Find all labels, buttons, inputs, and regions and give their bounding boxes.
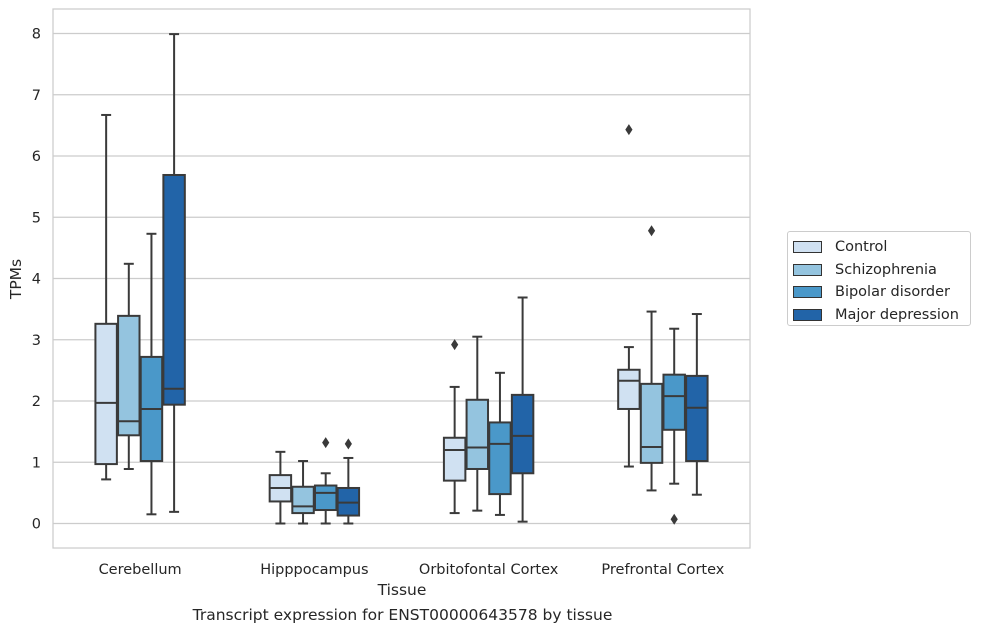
box-iqr: [94, 322, 118, 466]
y-tick-label-3: 3: [32, 333, 41, 349]
series-schizophrenia: [117, 225, 664, 525]
x-tick-label-3: Prefrontal Cortex: [601, 562, 724, 578]
y-tick-label-1: 1: [32, 455, 41, 471]
y-tick-label-8: 8: [32, 27, 41, 43]
box-3-2: [510, 296, 535, 523]
outlier-marker: [451, 339, 459, 351]
x-tick-label-0: Cerebellum: [99, 562, 182, 578]
box-2-2: [488, 371, 512, 516]
box-iqr: [510, 393, 535, 475]
y-axis-label: TPMs: [7, 259, 25, 300]
legend: Control Schizophrenia Bipolar disorder M…: [787, 231, 971, 326]
y-tick-label-6: 6: [32, 149, 41, 165]
box-iqr: [291, 485, 315, 515]
legend-swatch-bipolar-disorder: [793, 286, 822, 299]
y-axis-ticks: 0 1 2 3 4 5 6 7 8: [32, 27, 41, 533]
box-iqr: [662, 373, 686, 431]
x-tick-label-1: Hipppocampus: [260, 562, 368, 578]
legend-label-schizophrenia: Schizophrenia: [835, 261, 937, 278]
box-0-1: [268, 450, 293, 525]
outlier-marker: [670, 513, 678, 525]
y-tick-label-7: 7: [32, 88, 41, 104]
box-1-3: [639, 225, 664, 492]
y-tick-label-4: 4: [32, 272, 41, 288]
box-3-1: [336, 438, 361, 525]
box-iqr: [639, 382, 664, 464]
chart-caption: Transcript expression for ENST0000064357…: [192, 606, 613, 624]
box-0-2: [442, 339, 467, 515]
outlier-marker: [322, 437, 330, 449]
legend-swatch-schizophrenia: [793, 263, 822, 276]
box-0-3: [617, 124, 641, 468]
box-3-3: [685, 313, 709, 496]
box-iqr: [617, 368, 641, 410]
legend-item-control: Control: [793, 236, 970, 259]
legend-swatch-major-depression: [793, 308, 822, 321]
x-axis-ticks: Cerebellum Hipppocampus Orbitofontal Corte…: [99, 562, 725, 578]
box-iqr: [117, 314, 141, 437]
series-bipolar-disorder: [139, 232, 686, 525]
box-0-0: [94, 113, 118, 481]
legend-label-bipolar-disorder: Bipolar disorder: [835, 284, 950, 301]
box-1-2: [465, 335, 490, 512]
box-1-0: [117, 262, 141, 470]
box-iqr: [162, 173, 186, 406]
box-iqr: [488, 421, 512, 496]
series-major-depression: [162, 33, 709, 525]
x-axis-label: Tissue: [377, 581, 427, 599]
outlier-marker: [647, 225, 656, 237]
box-3-0: [162, 33, 186, 513]
box-2-0: [139, 232, 164, 516]
legend-item-major-depression: Major depression: [793, 304, 970, 327]
box-2-1: [313, 437, 338, 525]
legend-item-schizophrenia: Schizophrenia: [793, 259, 970, 282]
outlier-marker: [625, 124, 633, 136]
box-iqr: [313, 484, 338, 512]
outlier-marker: [344, 438, 352, 450]
box-iqr: [465, 398, 490, 470]
box-iqr: [442, 436, 467, 482]
x-tick-label-2: Orbitofontal Cortex: [419, 562, 559, 578]
legend-label-control: Control: [835, 239, 888, 256]
box-2-3: [662, 327, 686, 525]
legend-swatch-control: [793, 241, 822, 254]
y-tick-label-0: 0: [32, 517, 41, 533]
legend-label-major-depression: Major depression: [835, 306, 959, 323]
y-tick-label-2: 2: [32, 394, 41, 410]
legend-item-bipolar-disorder: Bipolar disorder: [793, 281, 970, 304]
box-series-group: [94, 33, 709, 525]
box-iqr: [685, 374, 709, 463]
box-1-1: [291, 460, 315, 525]
series-control: [94, 113, 641, 525]
y-tick-label-5: 5: [32, 210, 41, 226]
